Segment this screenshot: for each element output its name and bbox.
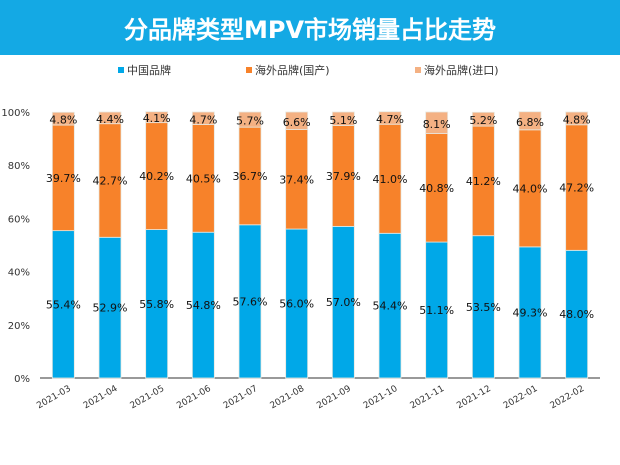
data-label: 5.1% [329,114,357,127]
data-label: 57.6% [233,295,268,308]
data-label: 54.4% [373,300,408,313]
bar-segment [238,111,262,128]
legend: 中国品牌 海外品牌(国产) 海外品牌(进口) [0,62,620,80]
bar-segment [331,111,355,126]
data-label: 4.1% [143,112,171,125]
x-tick-label: 2021-11 [409,384,447,411]
y-tick-label: 60% [8,214,30,225]
data-label: 4.8% [49,114,77,127]
data-label: 8.1% [423,118,451,131]
data-label: 55.4% [46,298,81,311]
bar-segment [285,111,309,130]
x-tick-label: 2021-04 [82,384,120,412]
data-label: 56.0% [279,298,314,311]
data-label: 55.8% [139,298,174,311]
x-tick-label: 2021-06 [175,384,213,412]
data-label: 4.7% [189,113,217,126]
bar-segment [145,111,169,124]
data-label: 51.1% [419,304,454,317]
data-label: 37.9% [326,170,361,183]
data-label: 44.0% [513,182,548,195]
y-tick-label: 40% [8,268,30,279]
bar-segment [378,111,402,125]
legend-swatch [118,67,124,73]
data-label: 57.0% [326,296,361,309]
bar-segment [425,111,449,134]
data-label: 40.5% [186,172,221,185]
chart-title: 分品牌类型MPV市场销量占比走势 [123,16,497,44]
data-label: 4.8% [563,113,591,126]
y-tick-label: 20% [8,321,30,332]
data-label: 54.8% [186,299,221,312]
data-label: 36.7% [233,170,268,183]
x-tick-label: 2021-05 [129,384,167,411]
x-tick-label: 2022-02 [549,384,587,411]
data-label: 53.5% [466,301,501,314]
data-label: 42.7% [93,174,128,187]
data-label: 37.4% [279,173,314,186]
data-label: 5.7% [236,115,264,128]
x-tick-label: 2021-03 [35,384,73,411]
data-label: 48.0% [559,308,594,321]
legend-item-china: 中国品牌 [118,62,171,78]
x-tick-label: 2021-09 [315,384,353,412]
data-label: 4.4% [96,113,124,126]
bar-segment [471,111,495,127]
data-label: 47.2% [559,182,594,195]
bar-segment [51,111,75,126]
x-tick-label: 2021-07 [222,384,260,411]
bar-segment [98,111,122,125]
data-label: 6.8% [516,116,544,129]
legend-item-foreign-import: 海外品牌(进口) [415,62,499,78]
legend-swatch [246,67,252,73]
data-label: 41.2% [466,175,501,188]
y-tick-label: 0% [14,374,30,385]
bar-segment [518,111,542,131]
x-tick-label: 2021-12 [455,384,493,411]
data-label: 40.8% [419,182,454,195]
legend-swatch [415,67,421,73]
legend-label: 中国品牌 [127,64,171,77]
legend-label: 海外品牌(进口) [424,64,499,77]
x-tick-label: 2021-10 [362,384,400,412]
legend-label: 海外品牌(国产) [255,64,330,77]
data-label: 40.2% [139,170,174,183]
data-label: 41.0% [373,173,408,186]
bar-segment [565,111,589,126]
legend-item-foreign-domestic: 海外品牌(国产) [246,62,330,78]
data-label: 39.7% [46,172,81,185]
y-tick-label: 100% [1,108,30,119]
x-tick-label: 2022-01 [502,384,540,411]
data-label: 52.9% [93,302,128,315]
x-tick-label: 2021-08 [269,384,307,412]
data-label: 4.7% [376,113,404,126]
data-label: 5.2% [469,114,497,127]
data-label: 49.3% [513,306,548,319]
y-tick-label: 80% [8,161,30,172]
data-label: 6.6% [283,116,311,129]
title-bar: 分品牌类型MPV市场销量占比走势 [0,0,620,55]
bar-segment [191,111,215,125]
